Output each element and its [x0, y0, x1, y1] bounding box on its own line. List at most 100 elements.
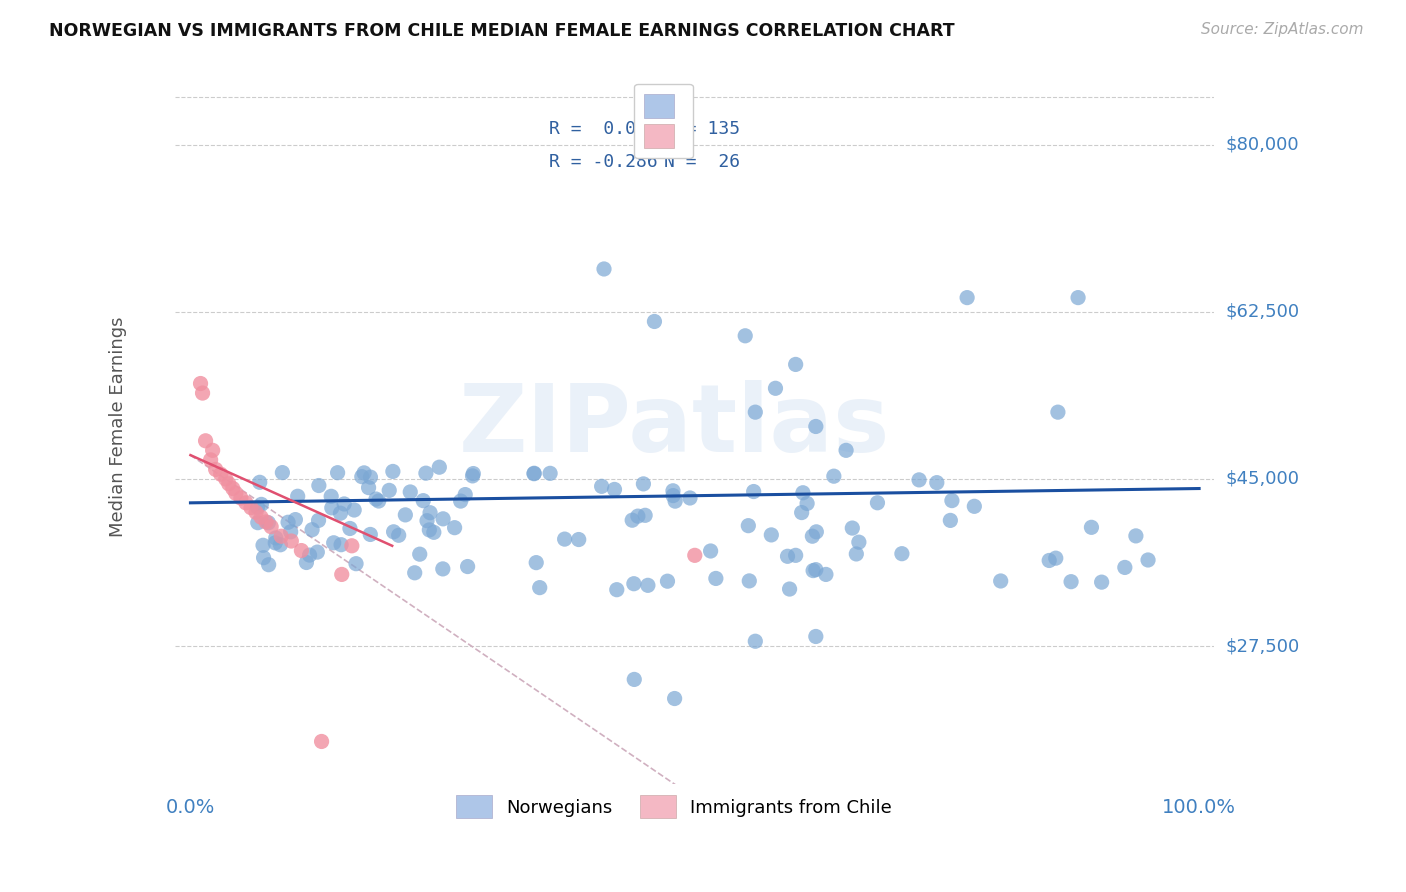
Point — [804, 630, 827, 644]
Point — [287, 489, 309, 503]
Point — [415, 466, 437, 480]
Point — [657, 574, 679, 589]
Point — [662, 483, 685, 498]
Point — [1114, 560, 1136, 574]
Point — [250, 510, 273, 524]
Point — [1091, 575, 1114, 590]
Text: $80,000: $80,000 — [1226, 136, 1299, 154]
Point — [257, 558, 280, 572]
Point — [603, 483, 626, 497]
Point — [637, 578, 659, 592]
Point — [463, 467, 485, 481]
Point — [382, 524, 405, 539]
Point — [329, 506, 352, 520]
Text: Source: ZipAtlas.com: Source: ZipAtlas.com — [1201, 22, 1364, 37]
Point — [225, 486, 247, 500]
Point — [222, 482, 245, 496]
Point — [194, 434, 217, 448]
Point — [643, 314, 665, 328]
Point — [419, 506, 441, 520]
Point — [941, 493, 963, 508]
Point — [270, 529, 292, 543]
Point — [792, 485, 814, 500]
Point — [699, 544, 721, 558]
Point — [209, 467, 232, 482]
Point — [229, 491, 252, 505]
Point — [796, 496, 818, 510]
Point — [204, 462, 226, 476]
Point — [1125, 529, 1147, 543]
Point — [308, 513, 330, 527]
Point — [939, 513, 962, 527]
Point — [461, 469, 484, 483]
Point — [621, 513, 644, 527]
Point — [443, 521, 465, 535]
Point — [814, 567, 837, 582]
Text: R = -0.286: R = -0.286 — [550, 153, 658, 170]
Point — [457, 559, 479, 574]
Text: N = 135: N = 135 — [664, 120, 740, 138]
Point — [804, 563, 827, 577]
Point — [200, 453, 222, 467]
Point — [264, 536, 287, 550]
Point — [963, 500, 986, 514]
Point — [359, 470, 381, 484]
Point — [761, 528, 783, 542]
Point — [269, 538, 291, 552]
Point — [378, 483, 401, 498]
Point — [409, 547, 432, 561]
Point — [290, 543, 312, 558]
Point — [423, 525, 446, 540]
Point — [704, 571, 727, 585]
Point — [394, 508, 416, 522]
Point — [326, 466, 349, 480]
Point — [744, 634, 766, 648]
Point — [340, 539, 363, 553]
Point — [344, 557, 367, 571]
Point — [454, 487, 477, 501]
Point — [1060, 574, 1083, 589]
Point — [1080, 520, 1102, 534]
Point — [524, 556, 547, 570]
Point — [845, 547, 868, 561]
Point — [359, 527, 381, 541]
Point — [432, 512, 454, 526]
Point — [330, 567, 353, 582]
Point — [1137, 553, 1160, 567]
Point — [427, 460, 450, 475]
Point — [416, 514, 439, 528]
Point — [388, 528, 411, 542]
Point — [252, 538, 274, 552]
Point — [801, 529, 824, 543]
Text: NORWEGIAN VS IMMIGRANTS FROM CHILE MEDIAN FEMALE EARNINGS CORRELATION CHART: NORWEGIAN VS IMMIGRANTS FROM CHILE MEDIA… — [49, 22, 955, 40]
Point — [841, 521, 863, 535]
Point — [254, 515, 277, 529]
Point — [364, 491, 387, 506]
Point — [908, 473, 931, 487]
Point — [239, 500, 262, 515]
Text: $27,500: $27,500 — [1226, 637, 1299, 655]
Point — [271, 466, 294, 480]
Point — [418, 523, 440, 537]
Point — [734, 328, 756, 343]
Point — [280, 524, 302, 539]
Point — [190, 376, 212, 391]
Point — [252, 550, 274, 565]
Point — [333, 497, 356, 511]
Point — [623, 673, 645, 687]
Point — [1067, 291, 1090, 305]
Point — [679, 491, 702, 505]
Point — [321, 500, 343, 515]
Point — [381, 465, 404, 479]
Point — [280, 534, 302, 549]
Point — [412, 493, 434, 508]
Point — [307, 545, 329, 559]
Point — [591, 479, 613, 493]
Point — [765, 381, 787, 395]
Legend: Norwegians, Immigrants from Chile: Norwegians, Immigrants from Chile — [449, 788, 900, 825]
Point — [662, 489, 685, 503]
Point — [246, 516, 269, 530]
Point — [367, 494, 389, 508]
Point — [215, 472, 238, 486]
Point — [801, 564, 824, 578]
